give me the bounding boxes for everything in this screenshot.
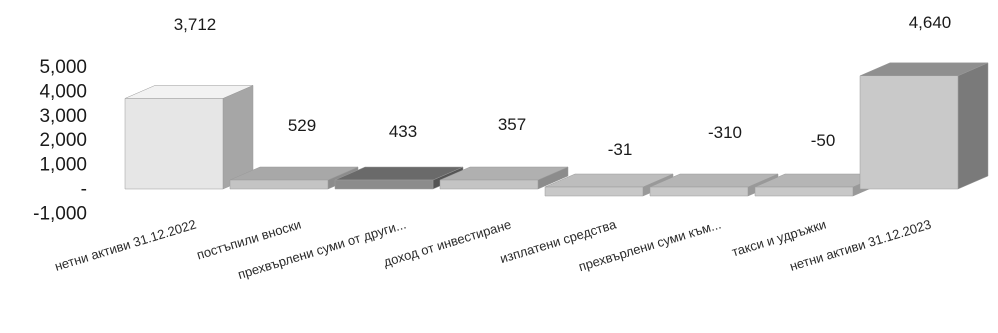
- data-label: -310: [708, 123, 742, 142]
- y-tick-label: 5,000: [39, 57, 87, 78]
- bar-side-face: [957, 62, 989, 190]
- bar-1: [124, 85, 254, 190]
- data-label: -31: [608, 140, 633, 159]
- data-labels-layer: 3,712 529 433 357 -31 -310 -50 4,640: [174, 13, 952, 159]
- bar-front-face: [124, 98, 224, 190]
- data-label: 357: [498, 115, 526, 134]
- x-tick-label: нетни активи 31.12.2022: [53, 217, 198, 274]
- data-label: 3,712: [174, 15, 217, 34]
- x-tick-label: прехвърлени суми от други...: [236, 217, 408, 283]
- y-tick-label: 2,000: [39, 130, 87, 151]
- bar-front-face: [754, 186, 854, 197]
- bar-front-face: [334, 179, 434, 190]
- data-label: -50: [811, 131, 836, 150]
- y-tick-label: 4,000: [39, 81, 87, 102]
- bar-5: [544, 173, 674, 197]
- bar-front-face: [544, 186, 644, 197]
- bar-front-face: [229, 179, 329, 190]
- data-label: 529: [288, 116, 316, 135]
- bar-front-face: [859, 75, 959, 190]
- data-label: 433: [389, 122, 417, 141]
- y-tick-label: -: [81, 179, 87, 200]
- y-tick-label: -1,000: [33, 203, 87, 224]
- bars-layer: [124, 62, 989, 197]
- bar-front-face: [649, 186, 749, 197]
- y-tick-label: 1,000: [39, 155, 87, 176]
- y-tick-label: 3,000: [39, 106, 87, 127]
- bar-front-face: [439, 179, 539, 190]
- bar-4: [439, 166, 569, 190]
- bar-8: [859, 62, 989, 190]
- data-label: 4,640: [909, 13, 952, 32]
- bar-6: [649, 173, 779, 197]
- y-axis: 5,000 4,000 3,000 2,000 1,000 - -1,000: [33, 57, 87, 224]
